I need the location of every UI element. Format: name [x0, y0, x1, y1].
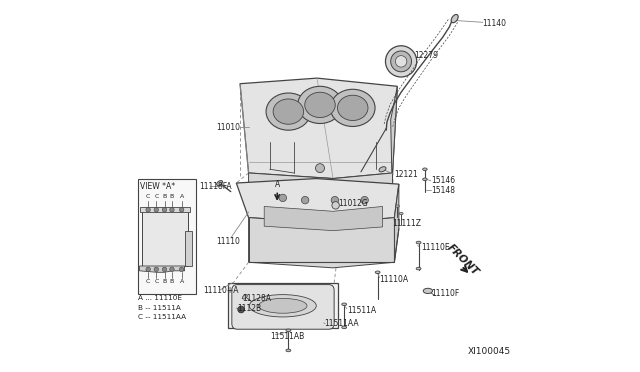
Ellipse shape — [375, 271, 380, 274]
Text: 11140: 11140 — [482, 19, 506, 28]
Polygon shape — [140, 266, 184, 272]
Polygon shape — [248, 218, 394, 268]
Text: 11128A: 11128A — [243, 294, 271, 303]
Circle shape — [361, 196, 369, 204]
Ellipse shape — [342, 303, 347, 306]
Bar — [142, 211, 188, 266]
Polygon shape — [240, 78, 397, 179]
Text: 15148: 15148 — [431, 186, 456, 195]
Bar — [138, 179, 196, 294]
Ellipse shape — [337, 95, 368, 121]
Ellipse shape — [330, 89, 375, 126]
Text: 11118FA: 11118FA — [199, 182, 232, 191]
Ellipse shape — [286, 329, 291, 332]
Ellipse shape — [259, 298, 307, 313]
Circle shape — [396, 56, 407, 67]
Text: C: C — [154, 195, 159, 199]
Circle shape — [332, 202, 339, 209]
Circle shape — [163, 208, 167, 212]
Text: C: C — [146, 195, 150, 199]
Ellipse shape — [422, 168, 427, 170]
Ellipse shape — [399, 212, 403, 215]
Text: A: A — [275, 180, 280, 189]
Ellipse shape — [250, 295, 316, 317]
Text: 12279: 12279 — [415, 51, 438, 60]
Bar — [140, 207, 190, 212]
Circle shape — [179, 267, 184, 272]
Circle shape — [331, 196, 339, 204]
Text: B -- 11511A: B -- 11511A — [138, 305, 181, 311]
Ellipse shape — [298, 86, 342, 124]
Ellipse shape — [216, 180, 223, 186]
Text: 12121: 12121 — [394, 170, 418, 179]
Text: VIEW *A*: VIEW *A* — [140, 182, 175, 191]
Circle shape — [316, 164, 324, 173]
Polygon shape — [236, 179, 399, 223]
FancyBboxPatch shape — [232, 285, 334, 329]
Text: 11110A: 11110A — [380, 275, 409, 283]
Polygon shape — [264, 206, 383, 231]
Circle shape — [170, 208, 174, 212]
Text: 11511A: 11511A — [347, 306, 376, 315]
Text: 11511AA: 11511AA — [324, 319, 359, 328]
Circle shape — [154, 267, 159, 272]
Text: B: B — [170, 279, 174, 284]
Ellipse shape — [423, 288, 433, 294]
Text: 11110+A: 11110+A — [203, 286, 238, 295]
Circle shape — [146, 208, 150, 212]
Ellipse shape — [305, 92, 335, 118]
Bar — [184, 231, 192, 266]
Text: C -- 11511AA: C -- 11511AA — [138, 314, 187, 320]
Circle shape — [154, 208, 159, 212]
Text: 1112B: 1112B — [237, 304, 262, 313]
Circle shape — [301, 196, 309, 204]
Ellipse shape — [416, 241, 421, 244]
Ellipse shape — [266, 93, 310, 130]
Polygon shape — [390, 86, 397, 206]
Text: B: B — [170, 195, 174, 199]
Ellipse shape — [422, 178, 427, 181]
Text: B: B — [163, 279, 166, 284]
Ellipse shape — [273, 99, 303, 124]
Ellipse shape — [451, 15, 458, 23]
Polygon shape — [248, 173, 392, 212]
Text: A ... 11110E: A ... 11110E — [138, 295, 182, 301]
Bar — [228, 283, 338, 328]
Polygon shape — [394, 184, 399, 262]
Circle shape — [170, 267, 174, 272]
Text: 15146: 15146 — [431, 176, 456, 185]
Text: 11110: 11110 — [216, 237, 241, 246]
Text: XI100045: XI100045 — [468, 347, 511, 356]
Circle shape — [179, 208, 184, 212]
Circle shape — [238, 306, 244, 313]
Ellipse shape — [342, 326, 347, 329]
Text: 11110F: 11110F — [431, 289, 460, 298]
Text: 11511AB: 11511AB — [270, 332, 304, 341]
Text: C: C — [154, 279, 159, 284]
Text: 11110E: 11110E — [421, 243, 450, 252]
Circle shape — [163, 267, 167, 272]
Circle shape — [279, 194, 287, 202]
Ellipse shape — [396, 205, 399, 207]
Ellipse shape — [416, 267, 421, 270]
Text: B: B — [163, 195, 166, 199]
Ellipse shape — [286, 349, 291, 352]
Circle shape — [390, 51, 412, 72]
Text: 11111Z: 11111Z — [392, 219, 421, 228]
Text: 11010: 11010 — [216, 123, 241, 132]
Circle shape — [146, 267, 150, 272]
Text: 11012G: 11012G — [338, 199, 367, 208]
Text: FRONT: FRONT — [445, 242, 481, 277]
Text: A: A — [179, 279, 184, 284]
Ellipse shape — [243, 295, 247, 299]
Ellipse shape — [379, 167, 386, 172]
Circle shape — [385, 46, 417, 77]
Text: A: A — [179, 195, 184, 199]
Text: C: C — [146, 279, 150, 284]
